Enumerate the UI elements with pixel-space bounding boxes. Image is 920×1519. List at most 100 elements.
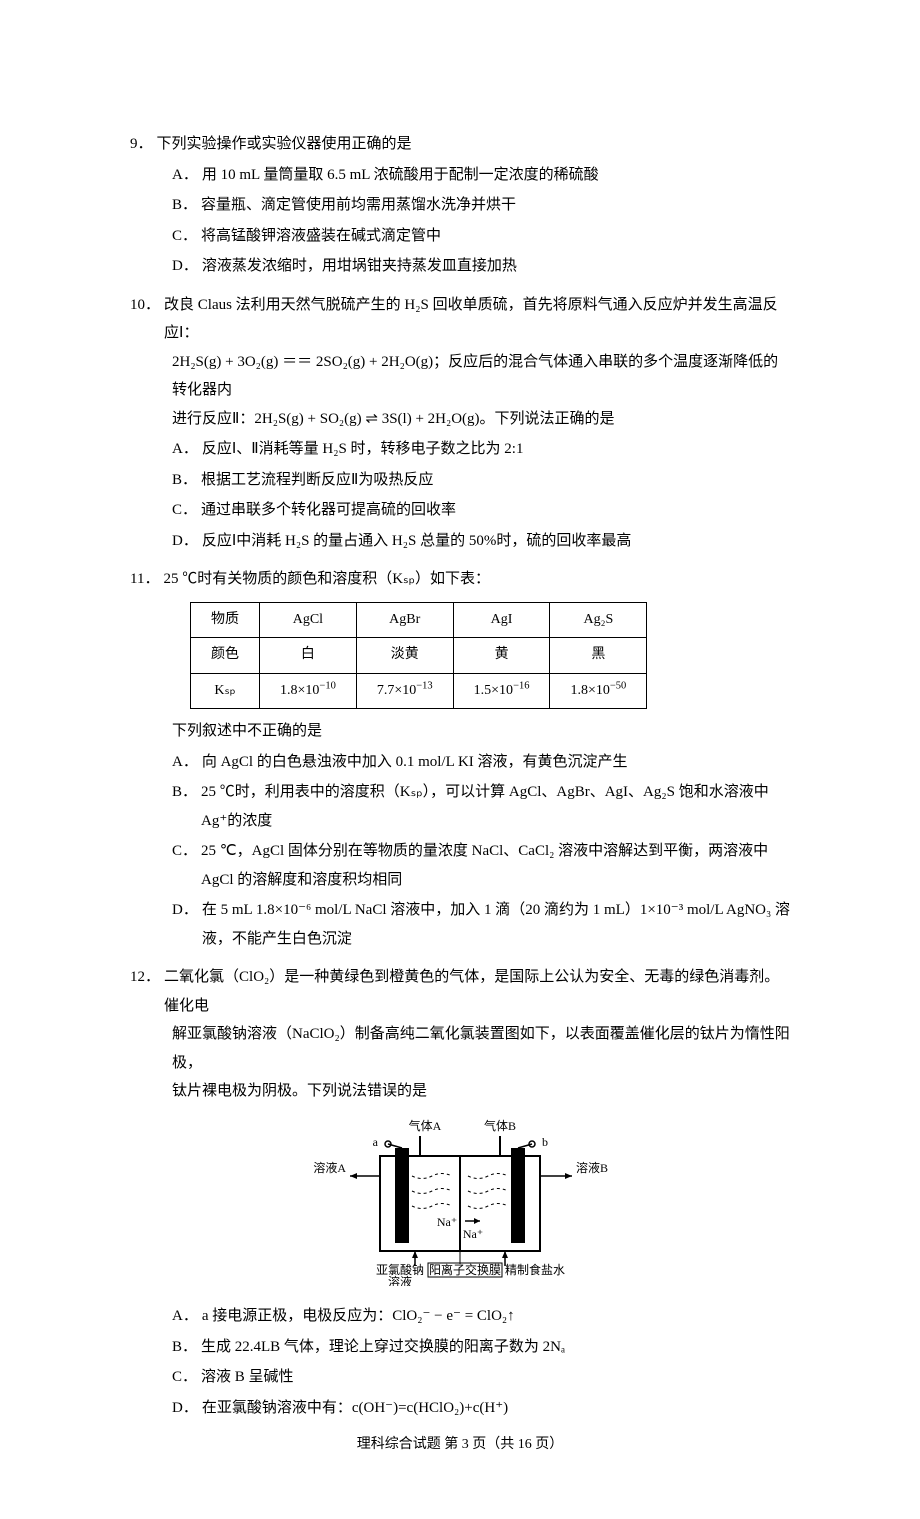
label-na-left: Na⁺ [437, 1215, 457, 1229]
td-color-1: 淡黄 [356, 638, 453, 674]
q11-option-b: B．25 ℃时，利用表中的溶度积（Kₛₚ），可以计算 AgCl、AgBr、AgI… [172, 778, 790, 835]
page-footer: 理科综合试题 第 3 页（共 16 页） [130, 1432, 790, 1459]
q9-stem: 9． 下列实验操作或实验仪器使用正确的是 [130, 130, 790, 159]
label-bottom-right: 精制食盐水 [505, 1262, 565, 1277]
label-solution-b: 溶液B [576, 1160, 608, 1175]
label-na-right: Na⁺ [463, 1227, 483, 1241]
q12-option-d: D．在亚氯酸钠溶液中有：c(OH⁻)=c(HClO₂)+c(H⁺) [172, 1394, 790, 1423]
opt-text: 将高锰酸钾溶液盛装在碱式滴定管中 [201, 222, 790, 251]
td-color-0: 白 [260, 638, 357, 674]
q11-option-a: A．向 AgCl 的白色悬浊液中加入 0.1 mol/L KI 溶液，有黄色沉淀… [172, 748, 790, 777]
opt-label: B． [172, 191, 197, 220]
label-port-a: a [373, 1135, 379, 1149]
q12-text-3: 钛片裸电极为阴极。下列说法错误的是 [130, 1077, 790, 1106]
opt-label: C． [172, 1363, 197, 1392]
opt-label: B． [172, 466, 197, 495]
td-color-3: 黑 [550, 638, 647, 674]
q12-options: A．a 接电源正极，电极反应为：ClO₂⁻ − e⁻ = ClO₂↑ B．生成 … [130, 1302, 790, 1422]
q9-number: 9． [130, 130, 153, 159]
q11-option-c: C．25 ℃，AgCl 固体分别在等物质的量浓度 NaCl、CaCl₂ 溶液中溶… [172, 837, 790, 894]
th-agbr: AgBr [356, 602, 453, 638]
opt-label: D． [172, 252, 198, 281]
table-ksp-row: Kₛₚ 1.8×10−10 7.7×10−13 1.5×10−16 1.8×10… [191, 673, 647, 709]
td-ksp-1: 7.7×10−13 [356, 673, 453, 709]
q11-text-1: 25 ℃时有关物质的颜色和溶度积（Kₛₚ）如下表： [163, 565, 790, 594]
opt-label: A． [172, 161, 198, 190]
opt-text: 生成 22.4LB 气体，理论上穿过交换膜的阳离子数为 2Nₐ [201, 1333, 790, 1362]
q11-number: 11． [130, 565, 159, 594]
q10-option-d: D．反应Ⅰ中消耗 H₂S 的量占通入 H₂S 总量的 50%时，硫的回收率最高 [172, 527, 790, 556]
q9-option-c: C．将高锰酸钾溶液盛装在碱式滴定管中 [172, 222, 790, 251]
label-bottom-left-2: 溶液 [388, 1274, 412, 1286]
th-agcl: AgCl [260, 602, 357, 638]
opt-label: A． [172, 748, 198, 777]
td-color-label: 颜色 [191, 638, 260, 674]
td-ksp-label: Kₛₚ [191, 673, 260, 709]
opt-text: 25 ℃时，利用表中的溶度积（Kₛₚ），可以计算 AgCl、AgBr、AgI、A… [201, 778, 790, 835]
q10-option-c: C．通过串联多个转化器可提高硫的回收率 [172, 496, 790, 525]
q9-options: A．用 10 mL 量筒量取 6.5 mL 浓硫酸用于配制一定浓度的稀硫酸 B．… [130, 161, 790, 281]
opt-text: 在 5 mL 1.8×10⁻⁶ mol/L NaCl 溶液中，加入 1 滴（20… [202, 896, 790, 953]
q12-option-b: B．生成 22.4LB 气体，理论上穿过交换膜的阳离子数为 2Nₐ [172, 1333, 790, 1362]
opt-text: 25 ℃，AgCl 固体分别在等物质的量浓度 NaCl、CaCl₂ 溶液中溶解达… [201, 837, 790, 894]
q9-option-a: A．用 10 mL 量筒量取 6.5 mL 浓硫酸用于配制一定浓度的稀硫酸 [172, 161, 790, 190]
opt-text: 容量瓶、滴定管使用前均需用蒸馏水洗净并烘干 [201, 191, 790, 220]
label-gas-b: 气体B [484, 1118, 516, 1133]
opt-label: D． [172, 896, 198, 925]
td-ksp-0: 1.8×10−10 [260, 673, 357, 709]
question-11: 11． 25 ℃时有关物质的颜色和溶度积（Kₛₚ）如下表： 物质 AgCl Ag… [130, 565, 790, 953]
th-agi: AgI [453, 602, 550, 638]
opt-label: C． [172, 837, 197, 866]
q11-text-tail: 下列叙述中不正确的是 [130, 717, 790, 746]
opt-label: B． [172, 1333, 197, 1362]
q9-text: 下列实验操作或实验仪器使用正确的是 [157, 130, 790, 159]
question-10: 10． 改良 Claus 法利用天然气脱硫产生的 H₂S 回收单质硫，首先将原料… [130, 291, 790, 556]
opt-text: 向 AgCl 的白色悬浊液中加入 0.1 mol/L KI 溶液，有黄色沉淀产生 [202, 748, 790, 777]
q11-options: A．向 AgCl 的白色悬浊液中加入 0.1 mol/L KI 溶液，有黄色沉淀… [130, 748, 790, 954]
q10-options: A．反应Ⅰ、Ⅱ消耗等量 H₂S 时，转移电子数之比为 2:1 B．根据工艺流程判… [130, 435, 790, 555]
opt-text: 反应Ⅰ中消耗 H₂S 的量占通入 H₂S 总量的 50%时，硫的回收率最高 [202, 527, 790, 556]
q12-number: 12． [130, 963, 160, 992]
q12-stem: 12． 二氧化氯（ClO₂）是一种黄绿色到橙黄色的气体，是国际上公认为安全、无毒… [130, 963, 790, 1020]
td-ksp-3: 1.8×10−50 [550, 673, 647, 709]
q12-text-1: 二氧化氯（ClO₂）是一种黄绿色到橙黄色的气体，是国际上公认为安全、无毒的绿色消… [164, 963, 790, 1020]
q10-number: 10． [130, 291, 160, 320]
label-gas-a: 气体A [409, 1118, 442, 1133]
opt-text: 通过串联多个转化器可提高硫的回收率 [201, 496, 790, 525]
opt-text: 根据工艺流程判断反应Ⅱ为吸热反应 [201, 466, 790, 495]
opt-label: A． [172, 1302, 198, 1331]
label-membrane: 阳离子交换膜 [429, 1262, 501, 1277]
opt-label: B． [172, 778, 197, 807]
q11-option-d: D．在 5 mL 1.8×10⁻⁶ mol/L NaCl 溶液中，加入 1 滴（… [172, 896, 790, 953]
opt-text: 用 10 mL 量筒量取 6.5 mL 浓硫酸用于配制一定浓度的稀硫酸 [202, 161, 790, 190]
q10-text-2: 2H₂S(g) + 3O₂(g) ＝＝ 2SO₂(g) + 2H₂O(g)；反应… [130, 348, 790, 405]
q12-figure: 气体A 气体B a b 溶液A 溶液B Na⁺ Na⁺ 亚氯酸钠 溶液 阳离子交… [130, 1116, 790, 1297]
q10-text-3: 进行反应Ⅱ：2H₂S(g) + SO₂(g) ⇌ 3S(l) + 2H₂O(g)… [130, 405, 790, 434]
label-port-b: b [542, 1135, 548, 1149]
td-color-2: 黄 [453, 638, 550, 674]
table-header-row: 物质 AgCl AgBr AgI Ag₂S [191, 602, 647, 638]
table-color-row: 颜色 白 淡黄 黄 黑 [191, 638, 647, 674]
q12-option-a: A．a 接电源正极，电极反应为：ClO₂⁻ − e⁻ = ClO₂↑ [172, 1302, 790, 1331]
opt-label: D． [172, 527, 198, 556]
th-substance: 物质 [191, 602, 260, 638]
q12-option-c: C．溶液 B 呈碱性 [172, 1363, 790, 1392]
opt-text: a 接电源正极，电极反应为：ClO₂⁻ − e⁻ = ClO₂↑ [202, 1302, 790, 1331]
opt-text: 溶液蒸发浓缩时，用坩埚钳夹持蒸发皿直接加热 [202, 252, 790, 281]
label-solution-a: 溶液A [313, 1160, 346, 1175]
opt-label: D． [172, 1394, 198, 1423]
question-9: 9． 下列实验操作或实验仪器使用正确的是 A．用 10 mL 量筒量取 6.5 … [130, 130, 790, 281]
q10-option-a: A．反应Ⅰ、Ⅱ消耗等量 H₂S 时，转移电子数之比为 2:1 [172, 435, 790, 464]
question-12: 12． 二氧化氯（ClO₂）是一种黄绿色到橙黄色的气体，是国际上公认为安全、无毒… [130, 963, 790, 1422]
th-ag2s: Ag₂S [550, 602, 647, 638]
td-ksp-2: 1.5×10−16 [453, 673, 550, 709]
q9-option-d: D．溶液蒸发浓缩时，用坩埚钳夹持蒸发皿直接加热 [172, 252, 790, 281]
opt-text: 溶液 B 呈碱性 [201, 1363, 790, 1392]
opt-text: 反应Ⅰ、Ⅱ消耗等量 H₂S 时，转移电子数之比为 2:1 [202, 435, 790, 464]
q11-stem: 11． 25 ℃时有关物质的颜色和溶度积（Kₛₚ）如下表： [130, 565, 790, 594]
opt-text: 在亚氯酸钠溶液中有：c(OH⁻)=c(HClO₂)+c(H⁺) [202, 1394, 790, 1423]
opt-label: C． [172, 222, 197, 251]
opt-label: C． [172, 496, 197, 525]
q9-option-b: B．容量瓶、滴定管使用前均需用蒸馏水洗净并烘干 [172, 191, 790, 220]
q12-text-2: 解亚氯酸钠溶液（NaClO₂）制备高纯二氧化氯装置图如下，以表面覆盖催化层的钛片… [130, 1020, 790, 1077]
